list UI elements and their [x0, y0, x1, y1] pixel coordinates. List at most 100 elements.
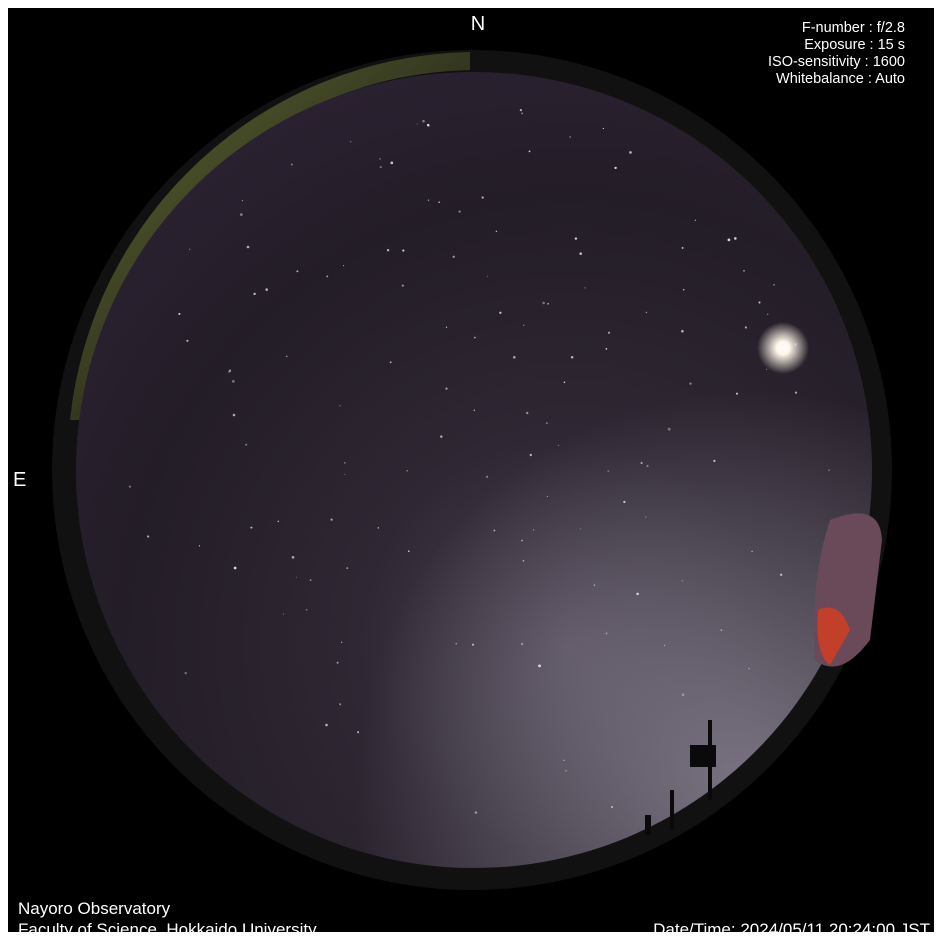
star: [734, 237, 737, 240]
star: [610, 805, 614, 809]
star: [283, 613, 285, 615]
star: [584, 287, 586, 289]
star: [689, 382, 692, 385]
star: [402, 249, 405, 252]
star: [471, 643, 475, 646]
star: [487, 275, 489, 277]
star: [735, 392, 739, 395]
light-pollution: [76, 72, 872, 868]
star: [357, 731, 360, 734]
star: [422, 119, 425, 123]
exposure: Exposure : 15 s: [804, 37, 905, 53]
star: [667, 427, 671, 431]
dome-light: [817, 607, 850, 665]
star: [694, 219, 697, 221]
star: [645, 311, 648, 314]
star: [184, 671, 187, 675]
date-time: Date/Time: 2024/05/11 20:24:00 JST: [653, 920, 930, 939]
star: [563, 759, 565, 762]
star: [758, 301, 761, 304]
star: [640, 461, 643, 465]
star: [636, 592, 639, 596]
star: [664, 644, 665, 646]
faculty: Faculty of Science, Hokkaido University: [18, 920, 317, 939]
star: [828, 469, 830, 471]
star: [296, 576, 297, 578]
moon: [757, 322, 809, 374]
star: [794, 343, 797, 346]
star: [455, 643, 457, 645]
star: [246, 245, 250, 249]
iso: ISO-sensitivity : 1600: [768, 54, 905, 70]
star: [607, 470, 610, 472]
star: [291, 555, 295, 559]
star: [486, 475, 489, 478]
star: [646, 464, 649, 467]
star: [528, 150, 531, 153]
star: [538, 664, 541, 668]
east-label: E: [13, 469, 26, 491]
star: [681, 580, 684, 582]
star: [780, 573, 783, 576]
star: [529, 453, 532, 457]
star: [325, 723, 328, 727]
north-label: N: [471, 13, 485, 35]
star: [309, 579, 312, 581]
star: [389, 361, 392, 364]
star: [542, 301, 545, 305]
star: [645, 516, 647, 518]
star: [265, 288, 269, 291]
star: [189, 248, 191, 251]
star: [341, 641, 343, 643]
star: [379, 158, 381, 160]
star: [438, 201, 440, 203]
star: [427, 199, 430, 201]
star: [794, 391, 798, 394]
star: [605, 632, 608, 635]
star: [773, 283, 775, 286]
observatory: Nayoro Observatory: [18, 899, 171, 918]
star: [277, 520, 280, 523]
star: [767, 313, 769, 315]
star: [406, 470, 408, 472]
star: [386, 248, 390, 252]
star: [285, 355, 288, 358]
star: [520, 642, 524, 646]
star: [580, 528, 582, 530]
star: [713, 459, 716, 463]
star: [493, 529, 496, 532]
star: [481, 196, 484, 199]
star: [239, 213, 243, 216]
star: [593, 584, 596, 587]
star: [426, 123, 430, 127]
star: [519, 108, 523, 112]
star: [407, 550, 410, 553]
star: [339, 405, 341, 407]
star: [186, 339, 189, 342]
star: [445, 387, 448, 390]
star: [565, 770, 567, 772]
star: [623, 500, 626, 504]
star: [245, 443, 248, 446]
star: [445, 326, 448, 328]
star: [377, 527, 380, 529]
star: [748, 667, 750, 670]
star: [128, 485, 132, 488]
star: [336, 661, 339, 664]
star: [607, 331, 611, 334]
star: [339, 703, 342, 706]
star: [401, 284, 404, 287]
star: [305, 608, 308, 611]
camera-settings: F-number : f/2.8 Exposure : 15 s ISO-sen…: [768, 20, 905, 87]
star: [344, 473, 346, 476]
star: [574, 237, 578, 240]
star: [512, 355, 516, 359]
star: [521, 539, 523, 542]
star: [563, 381, 566, 384]
star: [766, 368, 768, 371]
star: [495, 230, 498, 233]
star: [605, 348, 608, 350]
star: [682, 288, 685, 291]
